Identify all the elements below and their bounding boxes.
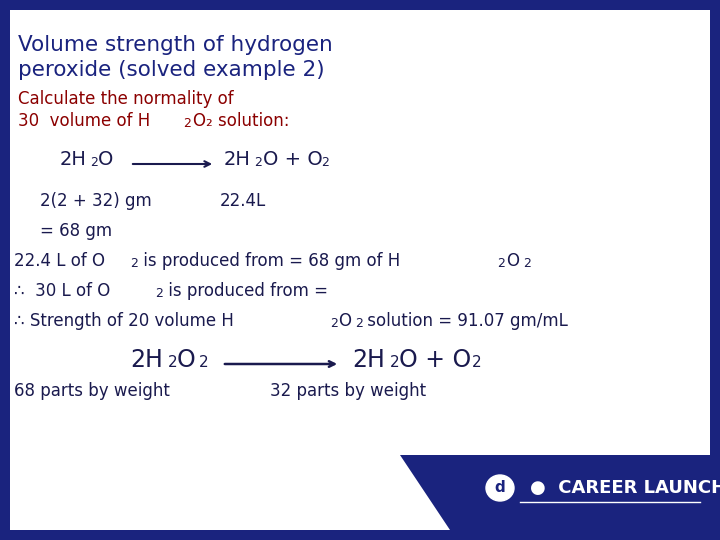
Text: ∴ Strength of 20 volume H: ∴ Strength of 20 volume H — [14, 312, 234, 330]
Text: 32 parts by weight: 32 parts by weight — [270, 382, 426, 400]
Text: 2H: 2H — [352, 348, 385, 372]
Text: O: O — [177, 348, 196, 372]
Text: 2: 2 — [321, 156, 329, 169]
Text: is produced from =: is produced from = — [163, 282, 328, 300]
Text: Volume strength of hydrogen: Volume strength of hydrogen — [18, 35, 333, 55]
Text: 30  volume of H: 30 volume of H — [18, 112, 150, 130]
Text: 2: 2 — [90, 156, 98, 169]
Text: O₂ solution:: O₂ solution: — [193, 112, 289, 130]
Text: 2: 2 — [330, 317, 338, 330]
Polygon shape — [10, 440, 450, 530]
Text: Calculate the normality of: Calculate the normality of — [18, 90, 233, 108]
Text: 2: 2 — [523, 257, 531, 270]
Text: 68 parts by weight: 68 parts by weight — [14, 382, 170, 400]
Text: 2: 2 — [472, 355, 482, 370]
Text: O: O — [506, 252, 519, 270]
Text: 22.4L: 22.4L — [220, 192, 266, 210]
Polygon shape — [10, 465, 710, 530]
Text: 2: 2 — [390, 355, 400, 370]
Text: 22.4 L of O: 22.4 L of O — [14, 252, 105, 270]
Text: solution = 91.07 gm/mL: solution = 91.07 gm/mL — [362, 312, 568, 330]
Text: is produced from = 68 gm of H: is produced from = 68 gm of H — [138, 252, 400, 270]
Text: d: d — [495, 481, 505, 496]
Ellipse shape — [486, 475, 514, 501]
Text: 2: 2 — [155, 287, 163, 300]
Text: 2: 2 — [199, 355, 209, 370]
Text: ∴  30 L of O: ∴ 30 L of O — [14, 282, 110, 300]
Bar — [10, 455, 710, 530]
Text: 2H: 2H — [224, 150, 251, 169]
Text: O: O — [98, 150, 113, 169]
Text: 2: 2 — [168, 355, 178, 370]
Text: ●  CAREER LAUNCHER: ● CAREER LAUNCHER — [530, 479, 720, 497]
Text: 2: 2 — [254, 156, 262, 169]
Text: 2: 2 — [355, 317, 363, 330]
Text: = 68 gm: = 68 gm — [40, 222, 112, 240]
Text: 2: 2 — [497, 257, 505, 270]
Text: peroxide (solved example 2): peroxide (solved example 2) — [18, 60, 325, 80]
Text: 2: 2 — [183, 117, 191, 130]
Text: 2: 2 — [130, 257, 138, 270]
Text: O + O: O + O — [399, 348, 472, 372]
Text: O: O — [338, 312, 351, 330]
Text: 2(2 + 32) gm: 2(2 + 32) gm — [40, 192, 152, 210]
Text: 2H: 2H — [60, 150, 87, 169]
Text: O + O: O + O — [263, 150, 323, 169]
Text: 2H: 2H — [130, 348, 163, 372]
